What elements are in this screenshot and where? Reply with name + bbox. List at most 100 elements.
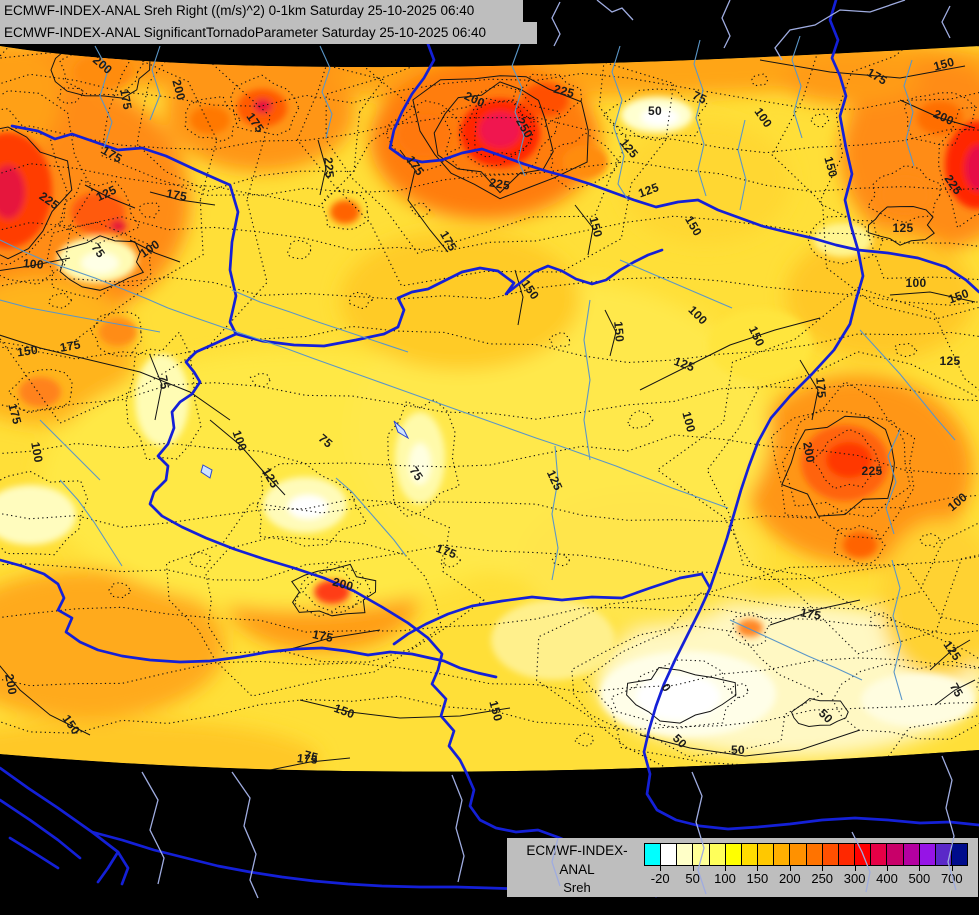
legend-heading: ECMWF-INDEX-ANAL bbox=[526, 843, 628, 877]
contour-label: 175 bbox=[799, 605, 822, 622]
contour-label: 175 bbox=[296, 751, 318, 767]
field-core-blob bbox=[826, 442, 872, 478]
minor-river bbox=[551, 445, 559, 581]
contour-label: 225 bbox=[862, 464, 883, 478]
legend-text-block: ECMWF-INDEX-ANAL Sreh (m/s)^2 bbox=[515, 841, 639, 915]
legend-colorbar-cell bbox=[822, 844, 839, 865]
minor-river bbox=[0, 299, 161, 333]
contour-label: 175 bbox=[5, 402, 24, 426]
minor-river bbox=[0, 239, 169, 309]
contour-label: 100 bbox=[28, 441, 45, 464]
contour-label: 75 bbox=[302, 748, 319, 765]
contour-label: 50 bbox=[731, 743, 745, 757]
contour-label: 75 bbox=[156, 374, 172, 390]
title-bar-line1: ECMWF-INDEX-ANAL Sreh Right ((m/s)^2) 0-… bbox=[0, 0, 523, 22]
legend-tick-label: -20 bbox=[650, 871, 670, 886]
minor-river bbox=[737, 119, 747, 211]
field-core-blob bbox=[409, 443, 431, 485]
field-core-blob bbox=[562, 145, 608, 179]
legend-colorbar-cell bbox=[855, 844, 872, 865]
contour-label: 100 bbox=[679, 410, 698, 434]
contour-label: 150 bbox=[932, 55, 956, 74]
minor-river bbox=[619, 259, 733, 309]
field-core-blob bbox=[0, 165, 25, 219]
field-core-blob bbox=[965, 145, 979, 191]
minor-river bbox=[859, 329, 956, 441]
minor-river bbox=[693, 39, 707, 197]
legend-colorbar-cell bbox=[806, 844, 823, 865]
field-core-blob bbox=[190, 106, 230, 134]
contour-label: 100 bbox=[906, 276, 927, 290]
legend-colorbar-cell bbox=[741, 844, 759, 865]
contour-label: 125 bbox=[672, 354, 696, 374]
contour-label: 175 bbox=[165, 186, 188, 203]
contour-label: 150 bbox=[16, 343, 39, 360]
contour-label: 150 bbox=[821, 155, 840, 179]
legend-tick-label: 500 bbox=[908, 871, 931, 886]
minor-river bbox=[94, 45, 113, 149]
field-core-blob bbox=[491, 600, 615, 680]
field-core-blob bbox=[135, 354, 189, 446]
legend-colorbar-cell bbox=[919, 844, 936, 865]
legend-colorbar-cell bbox=[645, 844, 662, 865]
legend-colorbar-cell bbox=[709, 844, 726, 865]
field-wash-blob bbox=[520, 490, 760, 630]
legend-tick-label: 100 bbox=[714, 871, 736, 886]
contour-label: 125 bbox=[893, 221, 914, 235]
legend-tick-mark bbox=[757, 866, 759, 871]
contour-label: 225 bbox=[488, 175, 511, 192]
contour-label: 125 bbox=[940, 354, 961, 368]
minor-river bbox=[611, 45, 629, 201]
legend-colorbar-cell bbox=[758, 844, 775, 865]
legend-tick-mark bbox=[660, 866, 662, 871]
minor-river bbox=[39, 419, 101, 481]
legend-panel: ECMWF-INDEX-ANAL Sreh (m/s)^2 -20 50 100 15… bbox=[507, 838, 978, 913]
legend-colorbar bbox=[644, 843, 968, 866]
legend-tick-label: 400 bbox=[876, 871, 898, 886]
minor-river bbox=[885, 429, 901, 535]
legend-colorbar-cell bbox=[903, 844, 920, 865]
field-core-blob bbox=[288, 495, 328, 519]
major-river bbox=[642, 248, 979, 831]
contour-label: 150 bbox=[586, 215, 605, 239]
contour-label: 75 bbox=[947, 680, 966, 699]
contour-label: 200 bbox=[169, 78, 188, 102]
solid-contour-layer bbox=[0, 46, 976, 771]
contour-label: 150 bbox=[332, 701, 356, 721]
minor-river bbox=[583, 299, 591, 461]
legend-tick-label: 200 bbox=[778, 871, 801, 886]
contour-label: 150 bbox=[946, 286, 970, 306]
legend-colorbar-cell bbox=[951, 844, 968, 865]
field-core-blob bbox=[81, 252, 119, 274]
field-core-blob bbox=[19, 377, 61, 407]
legend-parameter: Sreh bbox=[563, 880, 591, 895]
legend-tick-label: 700 bbox=[940, 871, 963, 886]
field-core-blob bbox=[737, 619, 763, 637]
minor-river bbox=[167, 307, 561, 447]
contour-label: 200 bbox=[800, 441, 817, 464]
major-river bbox=[148, 332, 658, 898]
contour-field-layer bbox=[0, 46, 979, 772]
minor-river bbox=[511, 43, 526, 177]
contour-label: 50 bbox=[648, 104, 662, 118]
contour-label: 200 bbox=[331, 575, 355, 594]
lake-outline bbox=[393, 420, 410, 440]
lake-outline bbox=[200, 464, 213, 479]
contour-label: 75 bbox=[690, 88, 709, 107]
legend-colorbar-cell bbox=[677, 844, 694, 865]
legend-colorbar-cell bbox=[774, 844, 791, 865]
title-text-1: ECMWF-INDEX-ANAL Sreh Right ((m/s)^2) 0-… bbox=[4, 3, 475, 18]
legend-colorbar-cell bbox=[838, 844, 856, 865]
contour-label: 75 bbox=[316, 431, 336, 451]
major-river bbox=[10, 124, 664, 348]
contour-label: 125 bbox=[636, 180, 660, 200]
major-river bbox=[96, 850, 120, 884]
contour-label: 175 bbox=[59, 337, 82, 354]
field-core-blob bbox=[110, 220, 126, 232]
field-core-blob bbox=[843, 532, 877, 558]
contour-label: 150 bbox=[611, 321, 627, 343]
field-core-blob bbox=[0, 485, 76, 545]
major-river bbox=[0, 798, 82, 860]
